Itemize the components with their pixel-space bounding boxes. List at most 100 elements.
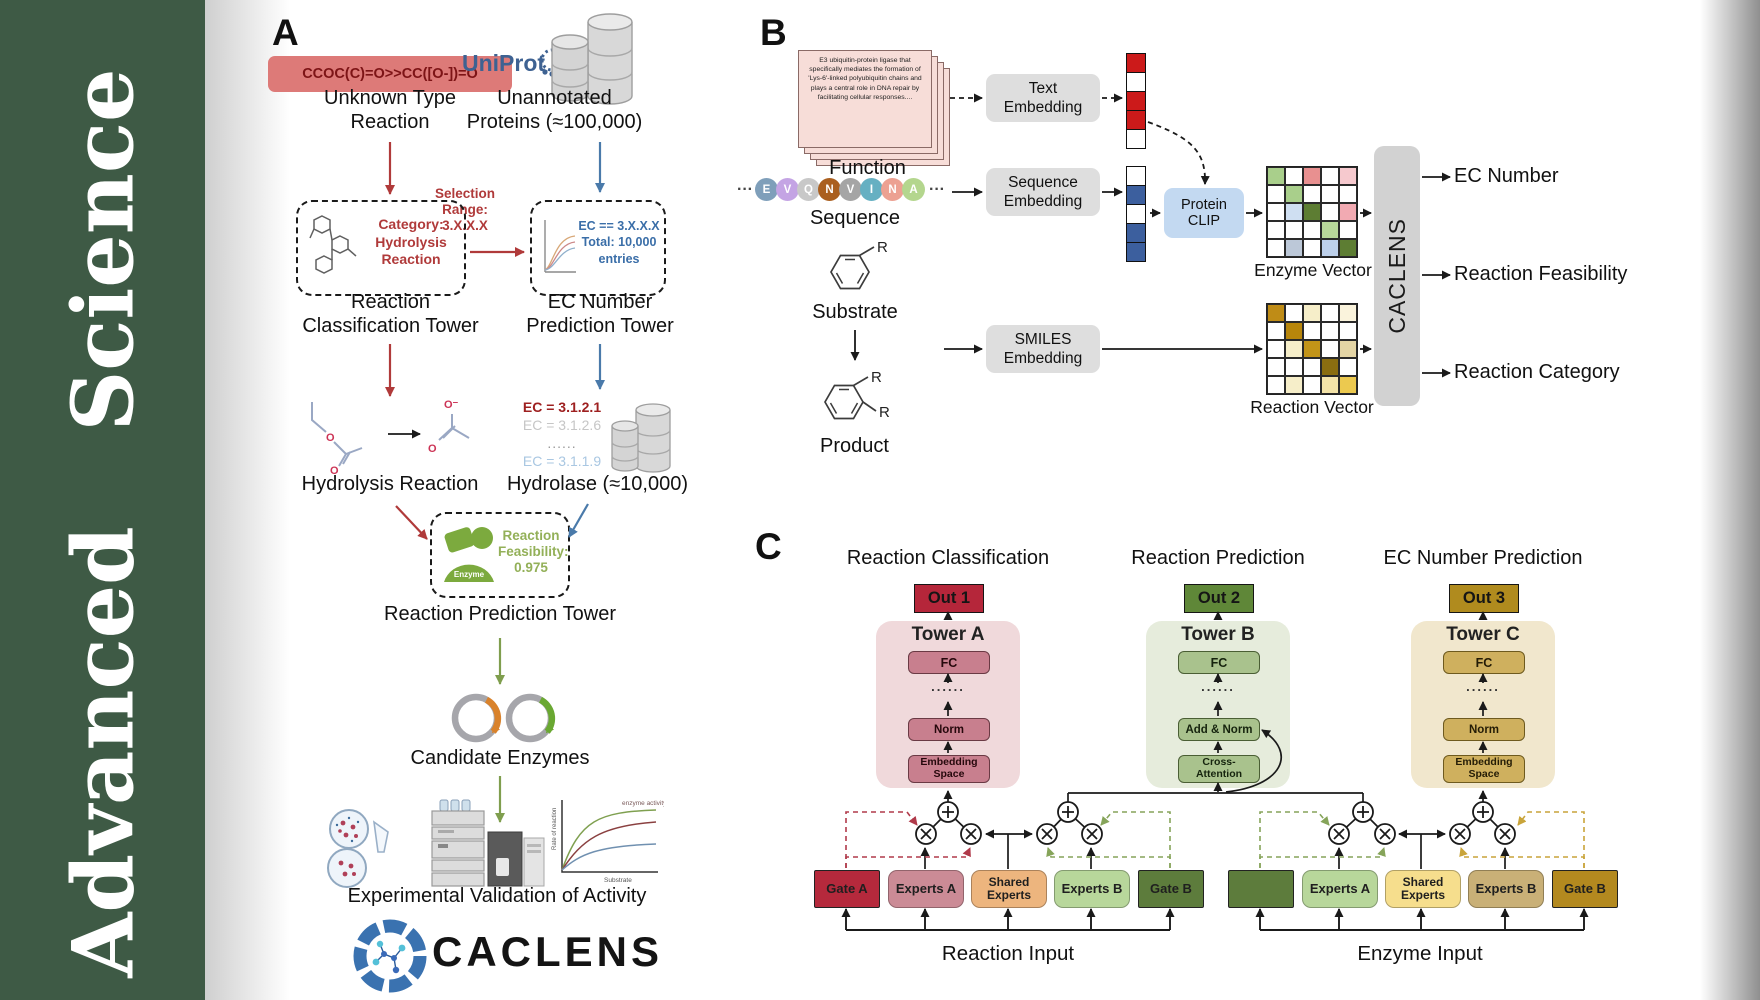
enzyme-vector-label: Enzyme Vector [1254,260,1372,280]
ec-range-label: EC == 3.X.X.X Total: 10,000 entries [578,219,660,266]
tower-b-cross-attention-box: Cross- Attention [1178,755,1260,783]
tower-c-embedding-box: Embedding Space [1443,755,1525,783]
substrate-molecule-icon: R [830,239,888,290]
page-right-shadow [1700,0,1760,1000]
header-reaction-prediction: Reaction Prediction [1131,547,1305,569]
hydrolase-label: Hydrolase (≈10,000) [506,473,689,495]
tower-c-title: Tower C [1446,624,1520,645]
reaction-experts-b-box: Experts B [1054,870,1130,908]
reaction-category-dashed-box: Category: Hydrolysis Reaction [296,200,466,296]
experimental-validation-label: Experimental Validation of Activity [347,885,647,907]
molecule-sketch-icon [309,215,357,274]
tower-a-title: Tower A [911,624,985,645]
svg-text:R: R [879,404,890,421]
tower-b-add-norm-box: Add & Norm [1178,718,1260,741]
enzyme-experts-b-box: Experts B [1468,870,1544,908]
out-1-box: Out 1 [914,584,984,613]
journal-name-advanced: Advanced [53,526,152,978]
ec-candidates-list: EC = 3.1.2.1 EC = 3.1.2.6 ...... EC = 3.… [512,398,612,470]
unknown-type-reaction-label: Unknown Type Reaction [324,87,456,133]
svg-text:O⁻: O⁻ [444,399,459,411]
reaction-vector-label: Reaction Vector [1250,397,1374,417]
ellipsis-left: ··· [737,180,753,198]
aggregation-nodes [915,801,1516,845]
ec-item: EC = 3.1.1.9 [522,453,602,469]
uniprot-logo-text: UniProt [462,50,546,76]
out-3-box: Out 3 [1449,584,1519,613]
svg-text:Substrate: Substrate [604,877,632,884]
database-cylinders-icon [551,13,633,105]
panel-c-label: C [755,526,782,567]
tower-b-ellipsis: ...... [1201,679,1235,694]
sequence-embedding-vector [1126,166,1146,262]
svg-text:R: R [877,239,888,256]
function-label: Function [829,157,906,179]
sequence-embedding-box: Sequence Embedding [986,168,1100,216]
output-reaction-feasibility: Reaction Feasibility [1454,263,1628,285]
caclens-logotype: CACLENS [432,928,664,975]
tower-a-fc-box: FC [908,651,990,674]
reaction-feasibility-label: Reaction Feasibility: 0.975 [498,528,569,576]
function-cards-stack: E3 ubiquitin-protein ligase that specifi… [798,50,950,166]
substrate-label: Substrate [812,301,898,323]
database-cylinders-small-icon [611,403,671,473]
svg-text:O: O [428,443,437,455]
svg-text:Enzyme: Enzyme [454,570,485,579]
reaction-shared-experts-box: Shared Experts [971,870,1047,908]
ec-range-dashed-box: EC == 3.X.X.X Total: 10,000 entries [530,200,666,296]
tower-b: Tower B FC ...... Add & Norm Cross- Atte… [1146,621,1290,788]
sigmoid-curves-icon [544,220,576,273]
ec-ellipsis: ...... [547,435,577,451]
sequence-label: Sequence [809,207,901,229]
hydrolysis-reaction-label: Hydrolysis Reaction [301,473,479,495]
smiles-reaction-box: CCOC(C)=O>>CC([O-])=O [268,56,512,92]
ec-item: EC = 3.1.2.6 [522,417,602,433]
svg-text:O: O [326,432,335,444]
svg-text:R: R [871,369,882,386]
enzyme-icon: Enzyme [444,527,494,582]
hplc-instrument-icon [431,799,545,887]
reaction-experts-a-box: Experts A [888,870,964,908]
panel-b-label: B [760,12,787,53]
tower-b-title: Tower B [1181,624,1255,645]
tower-c-fc-box: FC [1443,651,1525,674]
unannotated-proteins-label: Unannotated Proteins (≈100,000) [466,87,643,133]
tower-a: Tower A FC ...... Norm Embedding Space [876,621,1020,788]
enzyme-kinetics-plot-icon: enzyme activity Rate of reaction Substra… [552,800,664,884]
output-ec-number: EC Number [1454,165,1559,187]
product-molecule-icon: R R [824,369,890,421]
tower-a-ellipsis: ...... [931,679,965,694]
text-embedding-vector [1126,53,1146,149]
enzyme-vector-grid [1266,166,1358,258]
product-label: Product [820,435,889,457]
tower-c-ellipsis: ...... [1466,679,1500,694]
page-left-shadow [205,0,290,1000]
text-embedding-box: Text Embedding [986,74,1100,122]
svg-text:enzyme activity: enzyme activity [622,800,664,807]
category-hydrolysis-label: Category: Hydrolysis Reaction [375,216,447,267]
function-description-text: E3 ubiquitin-protein ligase that specifi… [808,57,922,101]
reaction-gate-a-box: Gate A [814,870,880,908]
caclens-model-bar: CACLENS [1374,146,1420,406]
out-2-box: Out 2 [1184,584,1254,613]
smiles-embedding-box: SMILES Embedding [986,325,1100,373]
reaction-prediction-tower-label: Reaction Prediction Tower [384,603,616,625]
caclens-logo-icon [353,919,427,993]
plasmid-rings-icon [451,693,556,743]
function-card-front: E3 ubiquitin-protein ligase that specifi… [798,50,932,148]
tower-c: Tower C FC ...... Norm Embedding Space [1411,621,1555,788]
header-reaction-classification: Reaction Classification [846,547,1050,569]
enzyme-experts-a-box: Experts A [1302,870,1378,908]
svg-text:O: O [330,465,339,476]
svg-text:Rate of reaction: Rate of reaction [552,808,558,850]
output-reaction-category: Reaction Category [1454,361,1620,383]
reaction-vector-grid [1266,303,1358,395]
ec-number-prediction-tower-label: EC Number Prediction Tower [526,291,674,337]
reaction-input-label: Reaction Input [941,942,1075,965]
caclens-bar-text: CACLENS [1383,218,1410,334]
hydrolysis-molecules-icon: O O O⁻ O [311,399,470,476]
enzyme-gate-b-box: Gate B [1552,870,1618,908]
petri-dish-icon [327,809,389,888]
